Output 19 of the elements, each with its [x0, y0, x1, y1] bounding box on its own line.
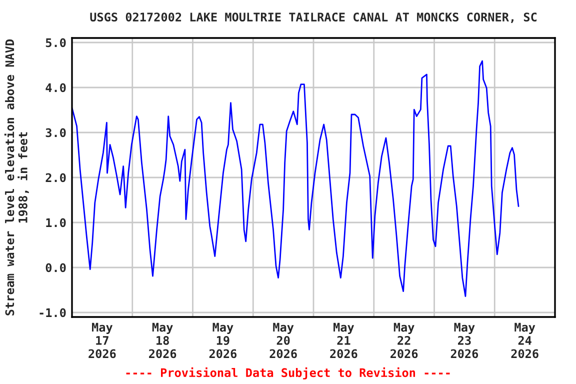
y-tick-label: 5.0: [46, 38, 66, 48]
x-tick-label: May 19 2026: [209, 322, 237, 358]
y-tick-label: 1.0: [46, 218, 66, 228]
x-tick-label: May 20 2026: [270, 322, 297, 358]
chart-title: USGS 02172002 LAKE MOULTRIE TAILRACE CANAL AT MONCKS CORNER, SC: [90, 12, 537, 23]
x-tick-label: May 22 2026: [390, 322, 418, 358]
x-tick-label: May 18 2026: [149, 322, 176, 358]
x-tick-label: May 17 2026: [88, 322, 116, 358]
y-tick-label: 2.0: [46, 173, 66, 182]
x-tick-label: May 23 2026: [450, 322, 478, 358]
y-tick-label: -1.0: [40, 308, 66, 318]
y-axis-title: Stream water level elevation above NAVD 1988, in feet: [4, 39, 29, 316]
y-tick-label: 3.0: [46, 128, 66, 138]
x-tick-label: May 21 2026: [330, 322, 358, 358]
x-tick-label: May 24 2026: [511, 322, 538, 358]
text: ---- Provisional Data Subject to Revision ----: [126, 367, 450, 380]
line-series: [72, 60, 520, 297]
y-tick-label: 0.0: [46, 263, 66, 272]
y-tick-label: 4.0: [46, 83, 66, 92]
